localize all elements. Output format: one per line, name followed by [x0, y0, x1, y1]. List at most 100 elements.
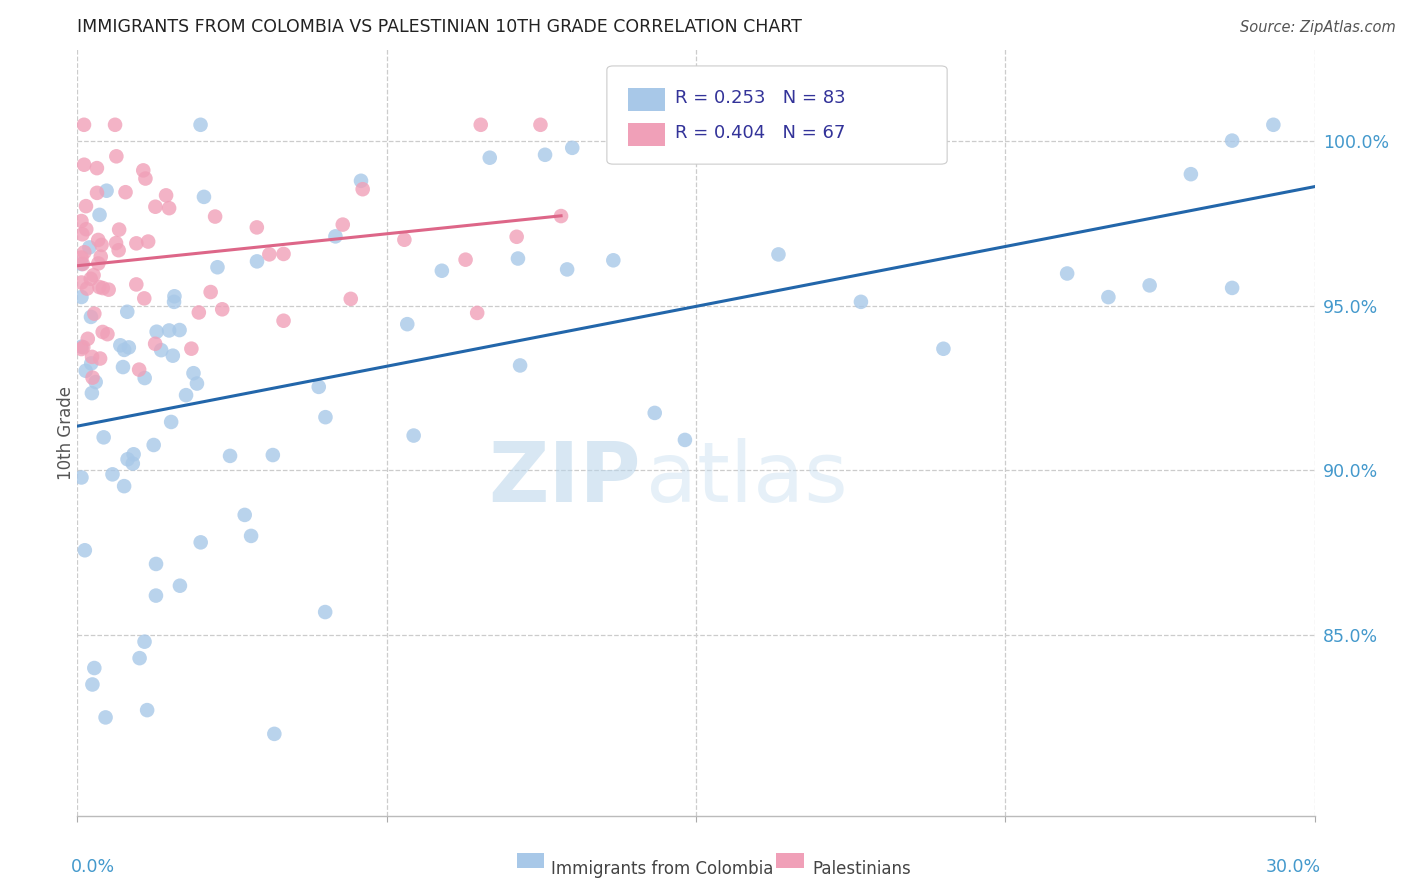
Point: [132, 163, 155, 178]
Point: [150, 343, 173, 358]
Point: [105, 235, 128, 250]
Point: [644, 406, 666, 420]
Point: [80, 356, 103, 370]
Point: [73, 118, 96, 132]
Point: [262, 448, 284, 462]
Point: [114, 185, 136, 199]
Point: [70, 340, 93, 354]
Point: [104, 118, 127, 132]
Point: [561, 141, 583, 155]
Point: [273, 247, 295, 261]
Text: Immigrants from Colombia: Immigrants from Colombia: [551, 860, 773, 878]
Point: [110, 338, 132, 352]
Point: [72, 257, 94, 271]
Text: Palestinians: Palestinians: [813, 860, 911, 878]
Point: [80, 386, 103, 401]
Point: [96, 184, 118, 198]
Point: [308, 380, 330, 394]
Point: [1056, 267, 1078, 281]
Point: [478, 151, 501, 165]
Point: [768, 247, 790, 261]
Point: [136, 703, 159, 717]
Point: [86, 161, 108, 175]
Point: [352, 182, 374, 196]
Point: [849, 294, 872, 309]
Point: [111, 360, 134, 375]
Point: [259, 247, 281, 261]
Point: [1097, 290, 1119, 304]
FancyBboxPatch shape: [628, 88, 665, 112]
Point: [219, 449, 242, 463]
Point: [396, 317, 419, 331]
Point: [93, 430, 115, 444]
Point: [112, 343, 135, 357]
Point: [263, 727, 285, 741]
Point: [73, 158, 96, 172]
Point: [169, 579, 191, 593]
Point: [142, 438, 165, 452]
Point: [204, 210, 226, 224]
Point: [145, 325, 167, 339]
Point: [117, 305, 139, 319]
Point: [1263, 118, 1285, 132]
Point: [134, 634, 156, 648]
Point: [394, 233, 416, 247]
Point: [70, 257, 93, 271]
Point: [75, 199, 97, 213]
Y-axis label: 10th Grade: 10th Grade: [58, 385, 75, 480]
Point: [83, 661, 105, 675]
Point: [72, 340, 94, 354]
Point: [200, 285, 222, 299]
Point: [122, 447, 145, 461]
Point: [465, 306, 488, 320]
Point: [96, 327, 118, 342]
Text: ZIP: ZIP: [488, 438, 640, 519]
Point: [246, 254, 269, 268]
Point: [430, 264, 453, 278]
Point: [90, 238, 112, 252]
Point: [555, 262, 578, 277]
Point: [87, 233, 110, 247]
Point: [180, 342, 202, 356]
Point: [402, 428, 425, 442]
Point: [143, 336, 166, 351]
Point: [155, 188, 177, 202]
Point: [134, 171, 156, 186]
Point: [506, 252, 529, 266]
Point: [163, 289, 186, 303]
Point: [157, 201, 180, 215]
Point: [1180, 167, 1202, 181]
Point: [207, 260, 229, 275]
Point: [454, 252, 477, 267]
Point: [125, 277, 148, 292]
Point: [91, 325, 114, 339]
Point: [240, 529, 263, 543]
Point: [76, 282, 98, 296]
Point: [70, 470, 93, 484]
Point: [162, 349, 184, 363]
Point: [118, 340, 141, 354]
Point: [529, 118, 551, 132]
FancyBboxPatch shape: [607, 66, 948, 164]
FancyBboxPatch shape: [628, 123, 665, 146]
Point: [73, 245, 96, 260]
Point: [136, 235, 159, 249]
Point: [673, 433, 696, 447]
Point: [273, 314, 295, 328]
Text: R = 0.253   N = 83: R = 0.253 N = 83: [675, 89, 845, 107]
Point: [169, 323, 191, 337]
Point: [79, 240, 101, 254]
Text: Source: ZipAtlas.com: Source: ZipAtlas.com: [1240, 20, 1396, 35]
FancyBboxPatch shape: [516, 853, 544, 868]
Point: [83, 307, 105, 321]
Point: [160, 415, 183, 429]
Point: [107, 244, 129, 258]
Point: [1220, 281, 1243, 295]
Point: [314, 605, 336, 619]
Point: [128, 651, 150, 665]
Point: [190, 118, 212, 132]
Point: [932, 342, 955, 356]
Point: [233, 508, 256, 522]
Text: atlas: atlas: [647, 438, 848, 519]
Point: [76, 332, 98, 346]
